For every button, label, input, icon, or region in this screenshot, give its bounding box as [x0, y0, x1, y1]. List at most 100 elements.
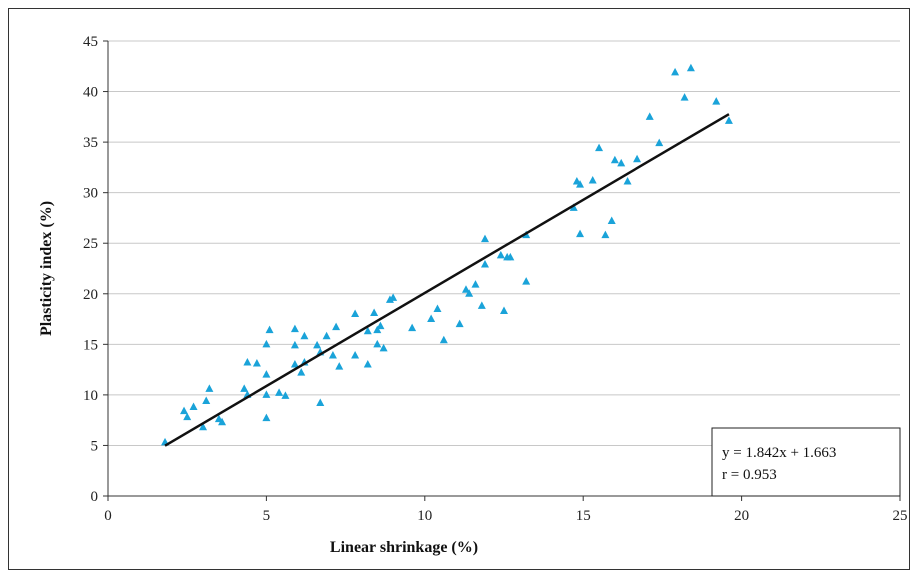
- correlation-coefficient: r = 0.953: [722, 467, 777, 483]
- data-point: [363, 326, 372, 335]
- equation-box-frame: [711, 427, 901, 497]
- data-point: [439, 335, 448, 344]
- data-point: [373, 325, 382, 334]
- data-point: [623, 177, 632, 185]
- data-point: [385, 295, 394, 303]
- data-point: [686, 63, 695, 72]
- data-point: [588, 176, 597, 184]
- x-tick-label: 20: [734, 508, 749, 524]
- data-point: [601, 230, 610, 239]
- x-tick-label: 10: [417, 508, 432, 524]
- data-point: [376, 321, 385, 330]
- data-point: [322, 331, 331, 340]
- data-point: [199, 422, 208, 431]
- scatter-chart: 0 5 10 15 20 25 30 35 40 45 0 5 10 15 20 25 y = 1.842x …: [38, 34, 908, 556]
- x-axis-title: Linear shrinkage (%): [330, 539, 478, 556]
- equation-box: y = 1.842x + 1.663 r = 0.953: [711, 427, 901, 497]
- data-point: [480, 259, 489, 268]
- y-axis-title: Plasticity index (%): [38, 201, 55, 336]
- data-point: [316, 398, 325, 406]
- y-tick-label: 45: [83, 34, 98, 50]
- data-point: [477, 301, 486, 309]
- data-point: [297, 368, 306, 376]
- data-point: [265, 325, 274, 334]
- data-point: [455, 319, 464, 328]
- trendline: [164, 113, 730, 447]
- data-point: [680, 93, 689, 101]
- data-point: [262, 339, 271, 348]
- data-point: [576, 180, 585, 188]
- data-point: [351, 350, 360, 359]
- trendline-layer: [164, 113, 730, 447]
- data-point: [480, 234, 489, 243]
- data-point: [281, 391, 290, 399]
- data-point: [427, 314, 436, 323]
- y-tick-label: 10: [83, 388, 98, 404]
- data-point: [202, 396, 211, 404]
- data-point: [290, 340, 299, 349]
- data-point: [712, 97, 721, 105]
- data-point: [379, 343, 388, 352]
- data-point: [290, 324, 299, 333]
- data-point: [183, 412, 192, 421]
- data-point: [496, 250, 505, 259]
- x-tick-label: 0: [104, 508, 112, 524]
- tick-labels: 0 5 10 15 20 25 30 35 40 45 0 5 10 15 20 25: [83, 34, 908, 524]
- regression-equation: y = 1.842x + 1.663: [722, 445, 836, 461]
- data-point: [506, 252, 515, 261]
- data-point: [275, 388, 284, 396]
- data-point: [500, 306, 508, 314]
- data-point: [218, 417, 227, 426]
- y-tick-label: 15: [83, 337, 98, 353]
- data-point: [240, 384, 249, 392]
- data-point: [290, 360, 299, 368]
- data-point: [645, 112, 654, 120]
- data-point: [655, 138, 664, 147]
- data-point: [389, 293, 398, 301]
- x-tick-label: 25: [893, 508, 908, 524]
- gridlines: [108, 40, 900, 446]
- y-tick-label: 25: [83, 236, 98, 252]
- data-point: [576, 229, 585, 238]
- data-point: [189, 402, 198, 411]
- data-points: [161, 63, 733, 446]
- data-point: [205, 384, 214, 392]
- data-point: [262, 413, 271, 422]
- y-tick-label: 20: [83, 287, 98, 303]
- chart-frame: 0 5 10 15 20 25 30 35 40 45 0 5 10 15 20 25 y = 1.842x …: [8, 8, 910, 570]
- data-point: [363, 360, 372, 368]
- data-point: [262, 390, 271, 398]
- data-point: [243, 358, 252, 366]
- y-tick-label: 0: [91, 489, 99, 505]
- data-point: [313, 340, 322, 349]
- data-point: [610, 155, 619, 164]
- data-point: [252, 359, 261, 367]
- y-tick-label: 5: [91, 438, 99, 454]
- data-point: [433, 304, 442, 312]
- y-tick-label: 35: [83, 135, 98, 151]
- data-point: [633, 154, 642, 163]
- data-point: [522, 277, 531, 285]
- y-tick-label: 30: [83, 186, 98, 202]
- data-point: [461, 285, 470, 293]
- data-point: [569, 203, 578, 211]
- y-tick-label: 40: [83, 85, 98, 101]
- x-tick-label: 15: [576, 508, 591, 524]
- data-point: [617, 158, 626, 167]
- data-point: [332, 322, 341, 331]
- data-point: [465, 289, 474, 297]
- data-point: [351, 309, 360, 317]
- data-point: [724, 116, 733, 124]
- x-tick-label: 5: [263, 508, 271, 524]
- data-point: [262, 370, 271, 378]
- data-point: [373, 339, 382, 348]
- data-point: [595, 143, 604, 152]
- data-point: [607, 216, 616, 224]
- data-point: [328, 350, 337, 359]
- data-point: [180, 406, 189, 415]
- data-point: [370, 308, 379, 316]
- data-point: [671, 67, 680, 76]
- data-point: [300, 331, 309, 340]
- data-point: [335, 362, 344, 370]
- data-point: [408, 323, 417, 332]
